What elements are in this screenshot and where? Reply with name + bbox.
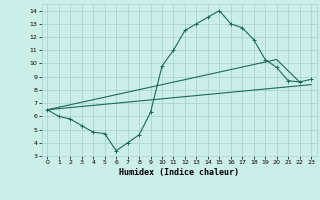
- X-axis label: Humidex (Indice chaleur): Humidex (Indice chaleur): [119, 168, 239, 177]
